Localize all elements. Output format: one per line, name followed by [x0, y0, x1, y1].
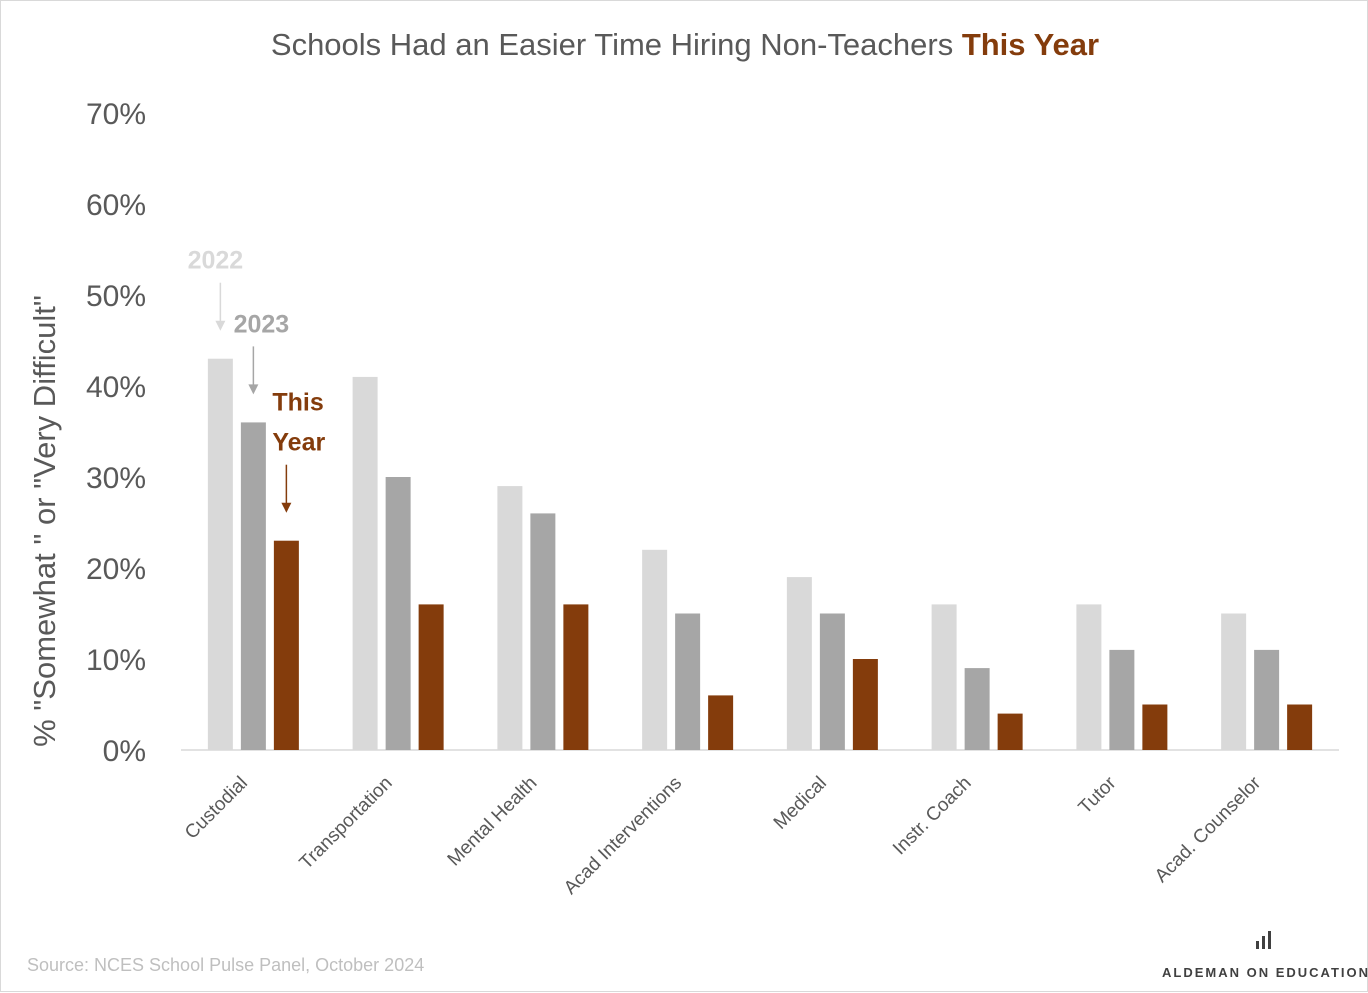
y-tick-label: 30% [86, 462, 146, 495]
bar [418, 604, 444, 750]
y-tick-label: 60% [86, 189, 146, 222]
x-tick-label: Acad Interventions [560, 773, 686, 899]
bar [240, 422, 266, 750]
bar [1221, 613, 1247, 750]
bar [497, 486, 523, 750]
bar [385, 477, 411, 750]
y-axis: 0% 10% 20% 30% 40% 50% 60% 70% [86, 98, 146, 768]
series-annotations: 2022 2023 This Year [188, 247, 325, 513]
annotation-arrowhead [248, 384, 259, 395]
bar [642, 549, 668, 750]
x-tick-label: Acad. Counselor [1151, 772, 1266, 887]
bar [1109, 649, 1135, 750]
annotation-arrowhead [281, 502, 292, 513]
bar [207, 358, 233, 750]
brand-name: ALDEMAN ON EDUCATION [1162, 965, 1368, 980]
series-1 [240, 422, 1280, 750]
bar [819, 613, 845, 750]
bar [273, 540, 299, 750]
y-tick-label: 20% [86, 553, 146, 586]
annotation-label: 2022 [188, 247, 244, 275]
bar [997, 713, 1023, 750]
series-2 [273, 540, 1313, 750]
bar [1076, 604, 1102, 750]
x-tick-label: Instr. Coach [889, 773, 976, 860]
x-tick-label: Medical [770, 773, 831, 834]
bar-chart-icon [1256, 931, 1271, 949]
bar [931, 604, 957, 750]
bar [786, 577, 812, 750]
x-axis: Custodial Transportation Mental Health Acad… [181, 772, 1266, 899]
chart-title: Schools Had an Easier Time Hiring Non-Te… [271, 27, 1099, 62]
chart-title-emphasis: This Year [962, 27, 1099, 62]
y-tick-label: 10% [86, 644, 146, 677]
annotation-label: 2023 [234, 310, 290, 338]
annotation-arrowhead [215, 320, 226, 331]
x-tick-label: Tutor [1075, 772, 1121, 818]
x-tick-label: Transportation [296, 773, 397, 874]
bar [1142, 704, 1168, 750]
annotation-label: This [272, 389, 323, 417]
y-tick-label: 70% [86, 98, 146, 131]
bar [1287, 704, 1313, 750]
bar [675, 613, 701, 750]
bar [852, 659, 878, 750]
chart-title-prefix: Schools Had an Easier Time Hiring Non-Te… [271, 27, 962, 62]
annotation-label: Year [272, 429, 325, 457]
x-tick-label: Mental Health [444, 773, 542, 871]
source-note: Source: NCES School Pulse Panel, October… [27, 955, 424, 975]
y-axis-label: % "Somewhat " or "Very Difficult" [27, 295, 62, 747]
bar [964, 668, 990, 750]
y-tick-label: 40% [86, 371, 146, 404]
bar [708, 695, 734, 750]
x-tick-label: Custodial [181, 773, 252, 844]
bar [563, 604, 589, 750]
y-tick-label: 0% [103, 735, 146, 768]
y-tick-label: 50% [86, 280, 146, 313]
bar [1254, 649, 1280, 750]
bar [352, 376, 378, 750]
series-0 [207, 358, 1247, 750]
bar [530, 513, 556, 750]
bars [207, 358, 1313, 750]
